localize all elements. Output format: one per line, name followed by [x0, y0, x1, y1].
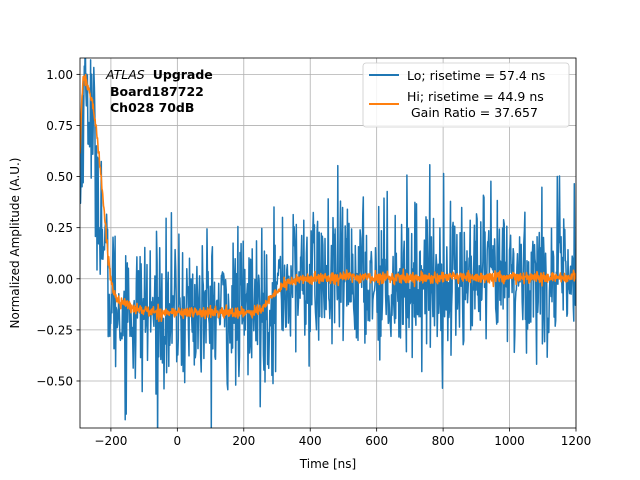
x-tick-label: 400	[299, 434, 322, 448]
y-tick-label: −0.50	[36, 374, 73, 388]
plot-frame	[79, 57, 577, 429]
x-tick-label: −200	[94, 434, 127, 448]
x-tick-label: 0	[174, 434, 182, 448]
x-axis-label: Time [ns]	[299, 457, 356, 471]
legend-label-gain: Gain Ratio = 37.657	[407, 105, 538, 120]
svg-text:ATLAS Upgrade: ATLAS Upgrade	[105, 67, 213, 82]
y-axis: −0.50 −0.25 0.00 0.25 0.50 0.75 1.00	[36, 68, 80, 388]
annotation-board: Board187722	[110, 84, 204, 99]
y-tick-label: 0.75	[46, 119, 73, 133]
x-tick-label: 1000	[494, 434, 525, 448]
y-tick-label: −0.25	[36, 323, 73, 337]
y-tick-label: 0.25	[46, 221, 73, 235]
legend-label-lo: Lo; risetime = 57.4 ns	[407, 68, 545, 83]
legend-label-hi: Hi; risetime = 44.9 ns	[407, 89, 544, 104]
series-lo-line	[80, 58, 576, 428]
y-tick-label: 0.00	[46, 272, 73, 286]
annotation-channel: Ch028 70dB	[110, 100, 194, 115]
annotation-upgrade: Upgrade	[153, 67, 213, 82]
series-layer	[80, 58, 576, 428]
x-tick-label: 1200	[561, 434, 592, 448]
y-tick-label: 0.50	[46, 170, 73, 184]
x-tick-label: 200	[232, 434, 255, 448]
series-hi-line	[80, 73, 576, 323]
y-axis-label: Normalized Amplitude (A.U.)	[8, 158, 22, 329]
atlas-annotation: ATLAS Upgrade Board187722 Ch028 70dB	[105, 67, 213, 115]
annotation-atlas: ATLAS	[105, 67, 145, 82]
x-axis: −200 0 200 400 600 800 1000 1200	[94, 428, 591, 448]
x-tick-label: 600	[365, 434, 388, 448]
legend-box	[362, 62, 570, 128]
y-tick-label: 1.00	[46, 68, 73, 82]
legend: Lo; risetime = 57.4 ns Hi; risetime = 44…	[362, 62, 570, 128]
x-tick-label: 800	[432, 434, 455, 448]
